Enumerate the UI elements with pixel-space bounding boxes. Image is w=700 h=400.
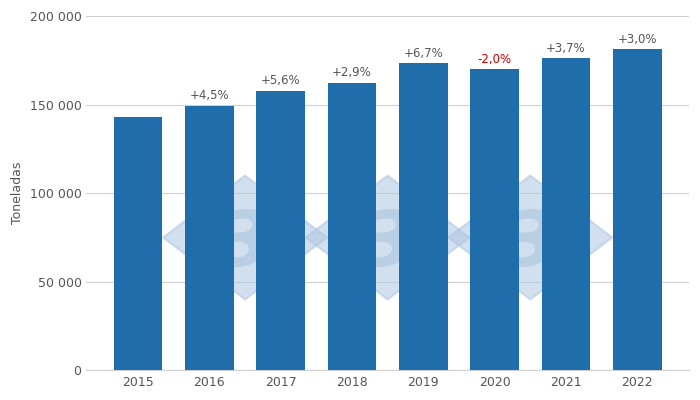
Text: +2,9%: +2,9% <box>332 66 372 79</box>
Bar <box>470 70 519 370</box>
Text: +3,0%: +3,0% <box>617 33 657 46</box>
Polygon shape <box>163 176 327 300</box>
Bar <box>256 91 305 370</box>
Bar <box>542 58 590 370</box>
Text: +6,7%: +6,7% <box>403 47 443 60</box>
Text: 3: 3 <box>361 208 414 282</box>
Bar <box>114 117 162 370</box>
Polygon shape <box>448 176 612 300</box>
Polygon shape <box>306 176 470 300</box>
Y-axis label: Toneladas: Toneladas <box>11 162 24 224</box>
Text: 3: 3 <box>218 208 272 282</box>
Text: -2,0%: -2,0% <box>477 53 512 66</box>
Text: +5,6%: +5,6% <box>261 74 300 88</box>
Bar <box>399 63 447 370</box>
Text: +4,5%: +4,5% <box>190 89 229 102</box>
Text: +3,7%: +3,7% <box>546 42 586 55</box>
Bar <box>185 106 234 370</box>
Bar <box>328 82 376 370</box>
Text: 3: 3 <box>504 208 556 282</box>
Bar <box>613 49 662 370</box>
